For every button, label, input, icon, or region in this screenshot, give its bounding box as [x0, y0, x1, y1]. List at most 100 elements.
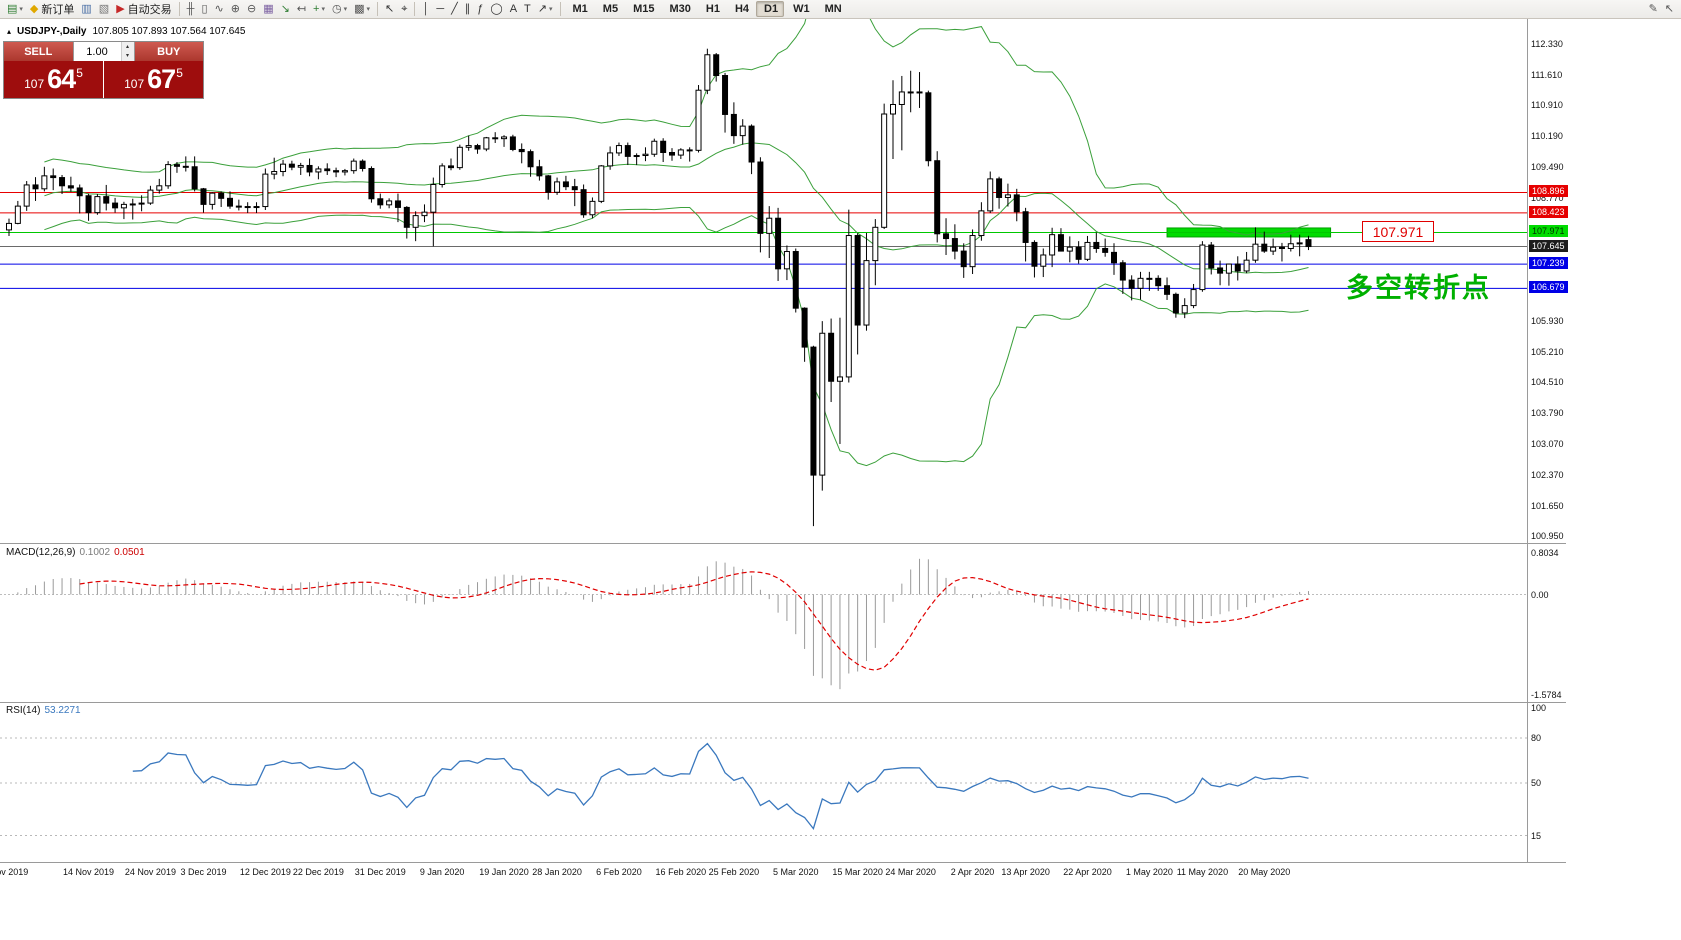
- zoom-out-button[interactable]: ⊖: [244, 1, 259, 18]
- time-axis-label: 24 Nov 2019: [124, 867, 176, 877]
- caret-down-icon: ▾: [366, 6, 371, 13]
- price-axis[interactable]: 112.330 111.610 110.910 110.190 109.490 108.7…: [1528, 0, 1583, 940]
- chart-ohlc-values: 107.805 107.893 107.564 107.645: [92, 26, 246, 37]
- new-order-button-label: 新订单: [41, 4, 75, 16]
- indicators-button[interactable]: + ▾: [310, 1, 328, 18]
- time-axis-label: 22 Dec 2019: [292, 867, 344, 877]
- macd-value-main: 0.1002: [79, 547, 111, 558]
- zoom-in-button[interactable]: ⊕: [228, 1, 243, 18]
- price-line-label: 107.645: [1529, 239, 1568, 252]
- rsi-panel-divider[interactable]: [0, 702, 1566, 703]
- channel-button[interactable]: ∥: [462, 1, 474, 18]
- buy-price-button[interactable]: 107 67 5: [104, 61, 203, 98]
- sell-button[interactable]: SELL: [4, 42, 73, 61]
- one-click-toggle-icon[interactable]: ▴: [7, 27, 12, 36]
- time-axis-label: 5 Mar 2020: [772, 867, 819, 877]
- autotrading-button[interactable]: ▶ 自动交易: [113, 1, 174, 18]
- timeframe-m5-button[interactable]: M5: [595, 1, 624, 17]
- macd-layer: [0, 558, 1527, 690]
- price-tick-label: 112.330: [1531, 38, 1563, 49]
- arrows-icon: ↗: [537, 2, 547, 15]
- sell-price-pipette: 5: [76, 65, 83, 80]
- new-order-icon: ◆: [29, 2, 39, 15]
- rsi-axis-label: 15: [1531, 830, 1542, 841]
- label-button[interactable]: T: [521, 1, 534, 18]
- timeframe-mn-button[interactable]: MN: [817, 1, 848, 17]
- time-axis-label: 16 Feb 2020: [655, 867, 707, 877]
- volume-up-button[interactable]: ▴: [121, 42, 134, 52]
- rsi-label: RSI(14) 53.2271: [6, 705, 85, 716]
- timeframe-mn-button-label: MN: [824, 3, 842, 15]
- tile-windows-button[interactable]: ▦: [260, 1, 276, 18]
- periods-button[interactable]: ◷ ▾: [329, 1, 350, 18]
- zoom-out-icon: ⊖: [246, 2, 257, 15]
- sell-price-pips: 64: [47, 64, 76, 94]
- annotation-pencil-button[interactable]: ✎: [1646, 1, 1661, 18]
- macd-name: MACD(12,26,9): [6, 547, 76, 558]
- macd-panel-divider[interactable]: [0, 543, 1566, 544]
- chart-profiles-button[interactable]: ▥: [78, 1, 94, 18]
- text-button[interactable]: A: [507, 1, 520, 18]
- price-tick-label: 101.650: [1531, 500, 1564, 511]
- time-axis-label: 12 Dec 2019: [239, 867, 291, 877]
- bar-chart-button[interactable]: ╫: [184, 1, 198, 18]
- trendline-button[interactable]: ╱: [448, 1, 461, 18]
- main-chart-layer: [0, 18, 1527, 527]
- pointer-tool-button[interactable]: ↖: [1662, 1, 1677, 18]
- price-tick-label: 108.770: [1531, 192, 1564, 203]
- price-tick-label: 109.490: [1531, 161, 1564, 172]
- time-axis-label: 3 Dec 2019: [180, 867, 227, 877]
- volume-input[interactable]: [73, 42, 121, 61]
- annotation-pencil-icon: ✎: [1648, 2, 1658, 15]
- timeframe-h4-button[interactable]: H4: [727, 1, 755, 17]
- time-axis[interactable]: Nov 2019 14 Nov 2019 24 Nov 2019 3 Dec 2019…: [0, 863, 1527, 879]
- price-tick-label: 100.950: [1531, 531, 1564, 542]
- timeframe-w1-button-label: W1: [793, 3, 810, 15]
- arrows-button[interactable]: ↗ ▾: [535, 1, 556, 18]
- tile-windows-icon: ▦: [263, 2, 274, 15]
- vertical-line-button[interactable]: │: [419, 1, 432, 18]
- price-line-label: 108.896: [1529, 185, 1568, 198]
- timeframe-m15-button[interactable]: M15: [625, 1, 660, 17]
- timeframe-m1-button[interactable]: M1: [565, 1, 594, 17]
- templates-button[interactable]: ▩ ▾: [351, 1, 373, 18]
- volume-down-button[interactable]: ▾: [121, 51, 134, 61]
- timeframe-h1-button[interactable]: H1: [698, 1, 726, 17]
- timeframe-m30-button-label: M30: [669, 3, 691, 15]
- timeframe-m30-button[interactable]: M30: [661, 1, 696, 17]
- channel-icon: ∥: [464, 2, 471, 15]
- crosshair-button[interactable]: ⌖: [398, 1, 410, 18]
- time-axis-label: 2 Apr 2020: [950, 867, 995, 877]
- price-line-label: 107.239: [1529, 257, 1568, 270]
- cursor-button[interactable]: ↖: [382, 1, 397, 18]
- caret-down-icon: ▾: [548, 6, 553, 13]
- fibonacci-button[interactable]: ƒ: [474, 1, 486, 18]
- sell-price-prefix: 107: [24, 77, 45, 91]
- buy-button[interactable]: BUY: [134, 42, 203, 61]
- shapes-button[interactable]: ◯: [487, 1, 505, 18]
- buy-price-prefix: 107: [124, 77, 145, 91]
- time-axis-label: 13 Apr 2020: [1001, 867, 1050, 877]
- timeframe-d1-button[interactable]: D1: [756, 1, 785, 17]
- volume-field: ▴ ▾: [72, 42, 135, 61]
- autotrading-icon: ▶: [116, 2, 125, 15]
- time-axis-label: 11 May 2020: [1176, 867, 1229, 877]
- timeframe-d1-button-label: D1: [764, 3, 779, 15]
- chart-shift-button[interactable]: ↤: [294, 1, 309, 18]
- horizontal-line-icon: ─: [436, 2, 445, 15]
- price-line-label: 107.971: [1529, 225, 1568, 238]
- sell-price-button[interactable]: 107 64 5: [4, 61, 103, 98]
- new-order-button[interactable]: ◆ 新订单: [27, 1, 77, 18]
- toolbar-sep: [559, 2, 561, 16]
- auto-scroll-button[interactable]: ↘: [278, 1, 293, 18]
- timeframe-w1-button[interactable]: W1: [785, 1, 816, 17]
- time-axis-label: 24 Mar 2020: [885, 867, 936, 877]
- new-chart-button[interactable]: ▤ ▾: [4, 1, 26, 18]
- caret-down-icon: ▾: [343, 6, 348, 13]
- terminal-button[interactable]: ▧: [96, 1, 112, 18]
- horizontal-line-button[interactable]: ─: [433, 1, 447, 18]
- candlestick-chart-button[interactable]: ▯: [198, 1, 210, 18]
- chart-ohlc-header: ▴ USDJPY-,Daily 107.805 107.893 107.564 …: [7, 26, 245, 37]
- line-chart-button[interactable]: ∿: [212, 1, 227, 18]
